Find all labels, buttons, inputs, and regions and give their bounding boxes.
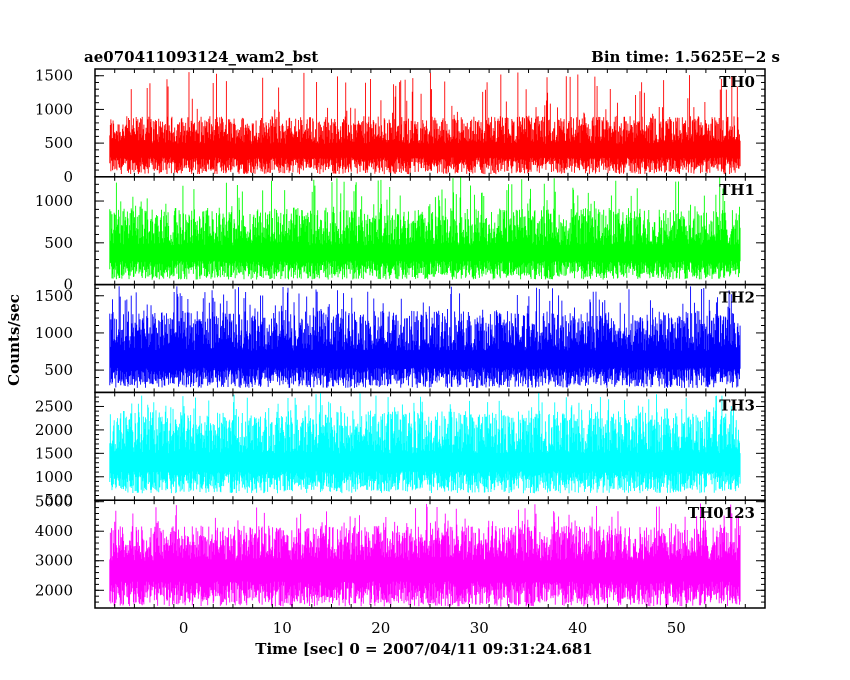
series-line-th1	[109, 177, 741, 280]
chart-title-right: Bin time: 1.5625E−2 s	[591, 48, 780, 66]
y-tick-label: 2000	[35, 421, 73, 439]
panel-th3: 500 1000 1500 2000 2500 TH3	[35, 391, 766, 509]
panel-th0123: 2000 3000 4000 5000 TH0123	[35, 493, 766, 609]
y-tick-label: 500	[44, 361, 73, 379]
y-tick-label: 1500	[35, 444, 73, 462]
x-tick-label: 50	[667, 619, 686, 637]
y-tick-label: 5000	[35, 493, 73, 511]
y-tick-label: 1000	[35, 100, 73, 118]
series-line-th3	[109, 392, 741, 494]
panel-label-th3: TH3	[719, 396, 755, 414]
panel-th1: 0 500 1000 TH1	[35, 176, 766, 294]
y-tick-label: 1000	[35, 324, 73, 342]
x-tick-label: 20	[371, 619, 390, 637]
series-line-th0	[109, 72, 741, 175]
x-tick-label: 0	[179, 619, 189, 637]
y-tick-label: 0	[63, 276, 73, 294]
x-axis-label: Time [sec] 0 = 2007/04/11 09:31:24.681	[255, 640, 592, 658]
panel-label-th2: TH2	[719, 289, 755, 307]
panel-label-th0: TH0	[719, 73, 755, 91]
y-tick-label: 1000	[35, 192, 73, 210]
y-tick-label: 1500	[35, 287, 73, 305]
y-tick-label: 500	[44, 491, 73, 509]
y-axis-label: Counts/sec	[5, 294, 23, 386]
series-line-th2	[109, 286, 741, 388]
y-tick-label: 1000	[35, 468, 73, 486]
x-tick-label: 10	[273, 619, 292, 637]
panel-label-th1: TH1	[719, 181, 755, 199]
y-tick-label: 2000	[35, 581, 73, 599]
y-tick-label: 4000	[35, 522, 73, 540]
y-tick-label: 2500	[35, 397, 73, 415]
x-tick-label: 40	[568, 619, 587, 637]
y-tick-label: 3000	[35, 552, 73, 570]
chart-title-left: ae070411093124_wam2_bst	[84, 48, 318, 66]
panel-label-th0123: TH0123	[688, 504, 755, 522]
y-tick-label: 500	[44, 134, 73, 152]
panel-th0: 0 500 1000 1500 TH0	[35, 67, 766, 186]
y-tick-label: 500	[44, 234, 73, 252]
y-tick-label: 0	[63, 168, 73, 186]
x-tick-label: 30	[470, 619, 489, 637]
panel-th2: 500 1000 1500 TH2	[35, 283, 766, 394]
y-tick-label: 1500	[35, 67, 73, 85]
series-line-th0123	[109, 503, 741, 607]
